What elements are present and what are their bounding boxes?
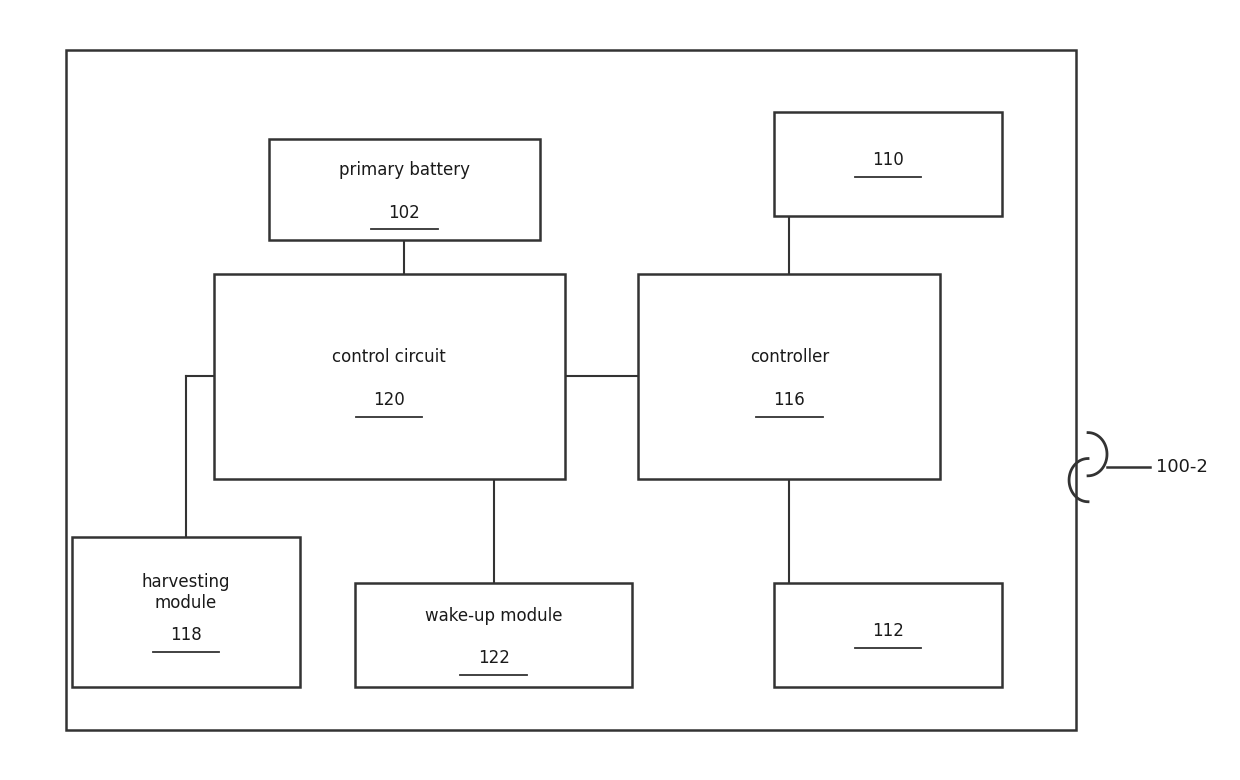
Text: primary battery: primary battery [339, 161, 470, 179]
Text: controller: controller [750, 348, 830, 366]
Text: 116: 116 [774, 391, 805, 409]
Text: 112: 112 [872, 622, 904, 640]
Bar [213, 275, 564, 479]
Bar [355, 583, 632, 687]
Text: 110: 110 [872, 151, 904, 169]
Bar [72, 537, 300, 687]
Bar [774, 112, 1002, 216]
Bar [774, 583, 1002, 687]
Text: 118: 118 [170, 626, 202, 644]
Bar [269, 139, 539, 239]
Text: 122: 122 [477, 649, 510, 667]
Text: 100-2: 100-2 [1156, 458, 1208, 476]
Text: control circuit: control circuit [332, 348, 446, 366]
Bar [639, 275, 940, 479]
Text: 120: 120 [373, 391, 405, 409]
Bar [66, 51, 1076, 729]
Text: wake-up module: wake-up module [425, 607, 563, 625]
Text: harvesting
module: harvesting module [141, 573, 231, 612]
Text: 102: 102 [388, 204, 420, 222]
